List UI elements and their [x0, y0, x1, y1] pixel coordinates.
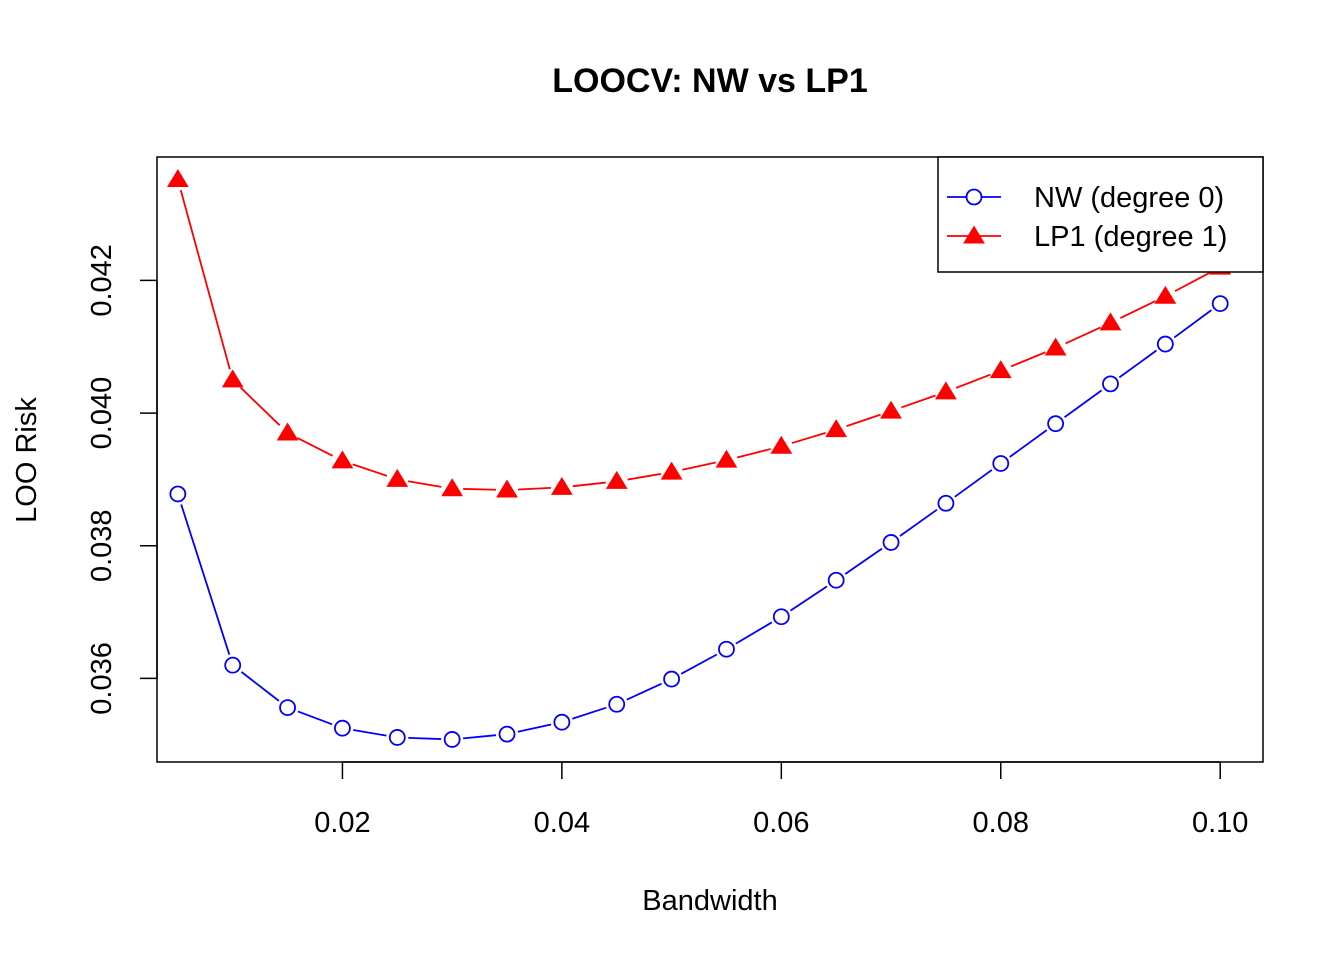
- y-tick-label: 0.038: [86, 509, 118, 582]
- series-2-point: [880, 400, 902, 419]
- series-2-point: [1099, 312, 1122, 331]
- series-2-point: [221, 369, 244, 388]
- series-2-segment: [463, 488, 497, 491]
- series-1-segment: [463, 734, 497, 740]
- series-1-point: [718, 640, 735, 658]
- x-tick-label: 0.02: [314, 807, 370, 839]
- series-1-point: [1047, 415, 1065, 433]
- legend-label: LP1 (degree 1): [1034, 221, 1227, 253]
- series-2-segment: [955, 373, 991, 389]
- series-1-segment: [517, 723, 552, 733]
- series-1-segment: [572, 706, 607, 720]
- y-axis: 0.036 0.038 0.040 0.042: [86, 244, 158, 715]
- x-tick-label: 0.06: [753, 807, 809, 839]
- x-axis: 0.02 0.04 0.06 0.08 0.10: [314, 761, 1248, 839]
- series-2-segment: [517, 486, 551, 491]
- series-1-segment: [1118, 349, 1157, 379]
- series-2-segment: [791, 431, 826, 444]
- y-axis-title: LOO Risk: [11, 397, 43, 523]
- legend-label: NW (degree 0): [1034, 182, 1224, 214]
- series-2-segment: [1010, 351, 1046, 368]
- series-2-point: [276, 422, 299, 441]
- x-tick-label: 0.10: [1192, 807, 1248, 839]
- series-1-segment: [408, 736, 442, 740]
- series-1-segment: [789, 585, 828, 612]
- chart-title: LOOCV: NW vs LP1: [552, 62, 868, 100]
- series-2-point: [715, 449, 738, 468]
- series-2-segment: [1065, 326, 1101, 345]
- series-1-segment: [1009, 429, 1048, 458]
- x-tick-label: 0.04: [534, 807, 590, 839]
- y-tick-label: 0.036: [86, 642, 118, 715]
- series-2-point: [989, 360, 1012, 379]
- series-2-segment: [407, 480, 442, 488]
- series-1-segment: [240, 671, 280, 702]
- series-1-point: [553, 713, 571, 731]
- legend-marker: [963, 225, 985, 244]
- series-2-point: [825, 419, 848, 438]
- legend: NW (degree 0) LP1 (degree 1): [937, 156, 1264, 273]
- series-1-point: [992, 455, 1010, 472]
- series-2-segment: [1174, 271, 1211, 292]
- series-1-segment: [899, 508, 938, 537]
- series-2-point: [386, 468, 409, 487]
- legend-marker: [965, 188, 983, 206]
- series-2-point: [935, 381, 957, 400]
- series-2-point: [496, 479, 518, 498]
- series-2-point: [331, 450, 354, 469]
- series-2-segment: [239, 386, 281, 426]
- series-2-segment: [736, 448, 771, 459]
- series-1-point: [169, 485, 187, 503]
- series-1-point: [608, 695, 626, 713]
- series-2-segment: [352, 463, 388, 477]
- series-1-point: [224, 656, 242, 674]
- series-1-point: [1102, 375, 1119, 393]
- series-2-segment: [179, 189, 231, 370]
- series-2-point: [550, 476, 573, 495]
- series-1-point: [443, 731, 461, 748]
- series-1-segment: [735, 621, 773, 645]
- series-1-segment: [954, 469, 993, 498]
- series-1-segment: [297, 710, 333, 726]
- series-2-segment: [627, 473, 661, 481]
- series-1-point: [772, 608, 790, 626]
- series-2-segment: [846, 413, 881, 427]
- series-2-point: [441, 478, 464, 497]
- series-1-point: [388, 729, 406, 746]
- legend-box: [937, 156, 1264, 273]
- series-2-segment: [572, 481, 606, 488]
- series-2-point: [605, 470, 628, 489]
- series-1-point: [882, 534, 900, 551]
- series-2-point: [770, 435, 793, 454]
- series-1-segment: [180, 504, 231, 655]
- series-2-point: [1044, 337, 1067, 356]
- series-1-point: [279, 699, 296, 717]
- series-1: [169, 295, 1229, 748]
- y-tick-label: 0.040: [86, 377, 118, 450]
- y-tick-label: 0.042: [86, 244, 118, 317]
- series-2-point: [166, 169, 189, 188]
- series-1-point: [1211, 295, 1229, 313]
- series-1-segment: [844, 547, 883, 575]
- series-2-segment: [682, 461, 716, 471]
- series-2-segment: [1119, 300, 1156, 319]
- series-1-point: [498, 725, 516, 743]
- series-1-point: [937, 494, 955, 512]
- series-1-segment: [1173, 309, 1212, 339]
- series-1-point: [663, 670, 680, 688]
- series-1-segment: [353, 729, 387, 737]
- series-1-point: [1156, 335, 1174, 353]
- series-2-segment: [901, 394, 936, 409]
- series-2-point: [660, 461, 683, 480]
- series-1-segment: [1064, 389, 1103, 418]
- series-2-segment: [296, 437, 334, 457]
- series-1-point: [334, 719, 351, 737]
- x-axis-title: Bandwidth: [642, 885, 777, 917]
- series-1-point: [827, 571, 845, 589]
- x-tick-label: 0.08: [973, 807, 1029, 839]
- series-1-segment: [680, 653, 718, 675]
- series-2-point: [1154, 285, 1177, 304]
- series-1-segment: [626, 682, 662, 701]
